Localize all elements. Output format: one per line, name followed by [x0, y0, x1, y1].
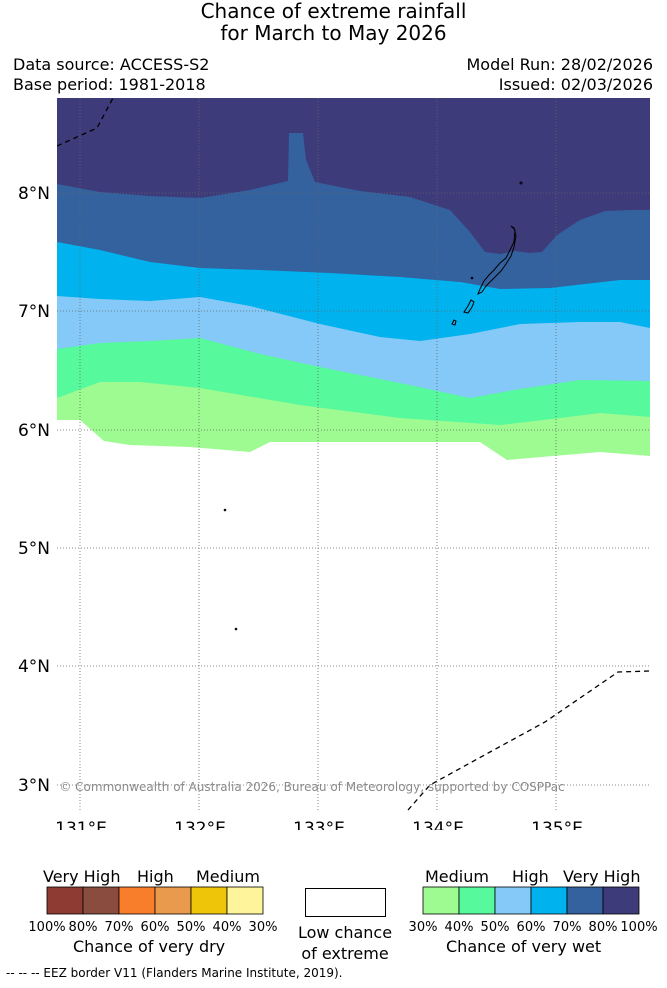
band-wet-80-100: [57, 98, 650, 254]
lat-label: 6°N: [18, 421, 50, 441]
sonsorol-island: [223, 508, 227, 512]
dry-heading-high: High: [137, 867, 174, 886]
wet-swatch: [566, 886, 604, 915]
peleliu-island: [463, 299, 475, 314]
eez-border-north: [57, 98, 114, 147]
wet-tick-label: 40%: [444, 920, 474, 935]
latitude-labels: 8°N 7°N 6°N 5°N 4°N 3°N: [18, 184, 50, 796]
map-subtitle: for March to May 2026: [220, 21, 447, 45]
lat-label: 3°N: [18, 776, 50, 796]
palau-islands: [223, 181, 523, 631]
dry-tick-label: 40%: [212, 920, 242, 935]
eez-footnote: -- -- -- EEZ border V11 (Flanders Marine…: [6, 966, 343, 980]
wet-swatch: [530, 886, 568, 915]
wet-tick-label: 60%: [516, 920, 546, 935]
low-chance-label-1: Low chance: [297, 923, 393, 942]
wet-tick-label: 80%: [588, 920, 618, 935]
dry-swatch: [118, 886, 156, 915]
wet-tick-label: 100%: [620, 920, 658, 935]
dry-swatch: [190, 886, 228, 915]
low-chance-label-2: of extreme: [301, 944, 389, 963]
wet-colorbar: [422, 886, 640, 915]
wet-swatch: [602, 886, 640, 915]
dry-tick-label: 80%: [68, 920, 98, 935]
lat-label: 8°N: [18, 184, 50, 204]
dry-tick-label: 30%: [248, 920, 278, 935]
dry-tick-label: 100%: [28, 920, 66, 935]
lat-label: 5°N: [18, 539, 50, 559]
wet-heading-high: High: [512, 867, 549, 886]
dry-heading-medium: Medium: [196, 867, 260, 886]
wet-tick-label: 70%: [552, 920, 582, 935]
eez-border: [57, 98, 650, 811]
islet-a: [470, 276, 474, 280]
dry-heading-very-high: Very High: [43, 867, 121, 886]
map-title: Chance of extreme rainfall: [200, 0, 467, 23]
tobi-island: [234, 627, 238, 631]
lon-label: 134°E: [412, 819, 464, 830]
dry-swatch: [82, 886, 120, 915]
lon-label: 133°E: [293, 819, 345, 830]
wet-caption: Chance of very wet: [446, 937, 602, 956]
model-run: Model Run: 28/02/2026: [466, 55, 654, 74]
rainfall-map: © Commonwealth of Australia 2026, Bureau…: [18, 98, 650, 830]
low-chance-swatch: [305, 888, 386, 917]
wet-tick-label: 30%: [408, 920, 438, 935]
dry-colorbar: [46, 886, 264, 915]
dry-swatch: [46, 886, 84, 915]
dry-tick-label: 70%: [104, 920, 134, 935]
wet-tick-label: 50%: [480, 920, 510, 935]
wet-swatch: [422, 886, 460, 915]
lat-label: 4°N: [18, 657, 50, 677]
eez-border-south: [407, 670, 650, 811]
dry-tick-label: 50%: [176, 920, 206, 935]
lon-label: 131°E: [55, 819, 107, 830]
dry-tick-label: 60%: [140, 920, 170, 935]
angaur-island: [451, 319, 457, 326]
wet-heading-very-high: Very High: [563, 867, 641, 886]
lat-label: 7°N: [18, 302, 50, 322]
graticule: [57, 98, 650, 811]
issued-date: Issued: 02/03/2026: [498, 75, 653, 94]
data-source: Data source: ACCESS-S2: [13, 55, 210, 74]
map-area: © Commonwealth of Australia 2026, Bureau…: [57, 98, 650, 811]
lon-label: 132°E: [174, 819, 226, 830]
map-copyright: © Commonwealth of Australia 2026, Bureau…: [59, 780, 564, 794]
dry-caption: Chance of very dry: [73, 937, 226, 956]
lon-label: 135°E: [531, 819, 583, 830]
base-period: Base period: 1981-2018: [13, 75, 206, 94]
wet-heading-medium: Medium: [425, 867, 489, 886]
babeldaob-island: [477, 225, 517, 296]
wet-swatch: [494, 886, 532, 915]
wet-swatch: [458, 886, 496, 915]
dry-swatch: [154, 886, 192, 915]
kayangel-island: [519, 181, 523, 185]
longitude-labels: 131°E 132°E 133°E 134°E 135°E: [55, 819, 583, 830]
dry-swatch: [226, 886, 264, 915]
